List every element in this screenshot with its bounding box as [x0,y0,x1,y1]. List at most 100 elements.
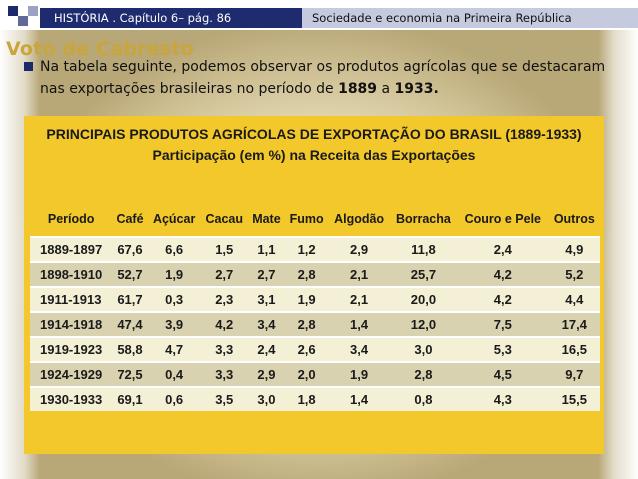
header-bar: HISTÓRIA . Capítulo 6– pág. 86 Sociedade… [0,0,638,30]
decor-square-icon [18,16,28,26]
value-cell: 3,3 [200,361,248,387]
value-cell: 5,3 [456,336,549,362]
table-row: 1889-1897 67,6 6,6 1,5 1,1 1,2 2,9 11,8 2,4 4,9 [30,236,600,262]
value-cell: 3,5 [200,386,248,411]
value-cell: 6,6 [147,236,201,262]
value-cell: 1,9 [147,261,201,287]
export-table: Período Café Açúcar Cacau Mate Fumo Algodão Bor… [30,202,600,411]
value-cell: 4,9 [548,236,600,262]
decor-square-icon [28,6,38,16]
value-cell: 61,7 [112,286,148,312]
value-cell: 3,0 [247,386,285,411]
table-row: 1914-1918 47,4 3,9 4,2 3,4 2,8 1,4 12,0 7,5 17,4 [30,311,600,337]
chapter-label: HISTÓRIA . Capítulo 6– pág. 86 [40,8,302,28]
value-cell: 11,8 [389,236,457,262]
value-cell: 47,4 [112,311,148,337]
value-cell: 69,1 [112,386,148,411]
background-fade-right [598,30,638,479]
value-cell: 2,1 [328,286,390,312]
value-cell: 0,3 [147,286,201,312]
value-cell: 67,6 [112,236,148,262]
value-cell: 16,5 [548,336,600,362]
column-header: Fumo [289,212,324,226]
column-header: Açúcar [152,212,196,226]
period-cell: 1898-1910 [30,261,113,287]
value-cell: 4,7 [147,336,201,362]
value-cell: 9,7 [548,361,600,387]
column-header: Café [116,212,144,226]
value-cell: 3,1 [247,286,285,312]
value-cell: 58,8 [112,336,148,362]
column-header: Algodão [334,212,385,226]
value-cell: 20,0 [389,286,457,312]
value-cell: 2,7 [200,261,248,287]
value-cell: 2,0 [284,361,329,387]
value-cell: 1,4 [328,311,390,337]
intro-paragraph: Na tabela seguinte, podemos observar os … [40,56,610,100]
table-row: 1924-1929 72,5 0,4 3,3 2,9 2,0 1,9 2,8 4,5 9,7 [30,361,600,387]
value-cell: 15,5 [548,386,600,411]
value-cell: 2,3 [200,286,248,312]
value-cell: 4,2 [200,311,248,337]
period-cell: 1889-1897 [30,236,113,262]
value-cell: 2,4 [247,336,285,362]
table-body: 1889-1897 67,6 6,6 1,5 1,1 1,2 2,9 11,8 2,4 4,9 18… [30,236,600,411]
column-header: Período [47,212,95,226]
value-cell: 2,6 [284,336,329,362]
value-cell: 4,2 [456,286,549,312]
value-cell: 2,9 [328,236,390,262]
paragraph-text: Na tabela seguinte, podemos observar os … [40,59,606,97]
value-cell: 2,1 [328,261,390,287]
value-cell: 4,4 [548,286,600,312]
value-cell: 4,3 [456,386,549,411]
slide-title: Voto de Cabresto [6,38,194,60]
period-cell: 1914-1918 [30,311,113,337]
value-cell: 2,8 [284,261,329,287]
value-cell: 4,5 [456,361,549,387]
value-cell: 0,6 [147,386,201,411]
table-title: PRINCIPAIS PRODUTOS AGRÍCOLAS DE EXPORTA… [46,126,582,142]
value-cell: 2,9 [247,361,285,387]
value-cell: 12,0 [389,311,457,337]
period-cell: 1924-1929 [30,361,113,387]
value-cell: 25,7 [389,261,457,287]
period-cell: 1919-1923 [30,336,113,362]
bullet-square-icon [24,62,33,71]
value-cell: 1,8 [284,386,329,411]
value-cell: 1,9 [284,286,329,312]
value-cell: 3,0 [389,336,457,362]
value-cell: 2,4 [456,236,549,262]
decor-square-icon [8,6,18,16]
value-cell: 1,4 [328,386,390,411]
value-cell: 0,8 [389,386,457,411]
value-cell: 3,4 [328,336,390,362]
value-cell: 2,8 [284,311,329,337]
column-header: Cacau [205,212,244,226]
value-cell: 1,9 [328,361,390,387]
table-row: 1919-1923 58,8 4,7 3,3 2,4 2,6 3,4 3,0 5,3 16,5 [30,336,600,362]
period-cell: 1911-1913 [30,286,113,312]
value-cell: 72,5 [112,361,148,387]
table-header-row: Período Café Açúcar Cacau Mate Fumo Algodão Bor… [30,202,600,237]
year-start: 1889 [338,81,378,97]
table-row: 1911-1913 61,7 0,3 2,3 3,1 1,9 2,1 20,0 4,2 4,4 [30,286,600,312]
section-label: Sociedade e economia na Primeira Repúbli… [302,8,638,28]
table-row: 1930-1933 69,1 0,6 3,5 3,0 1,8 1,4 0,8 4,3 15,5 [30,386,600,411]
value-cell: 4,2 [456,261,549,287]
value-cell: 2,8 [389,361,457,387]
column-header: Mate [252,212,281,226]
value-cell: 3,4 [247,311,285,337]
value-cell: 0,4 [147,361,201,387]
value-cell: 1,5 [200,236,248,262]
value-cell: 3,9 [147,311,201,337]
value-cell: 17,4 [548,311,600,337]
export-table-panel: PRINCIPAIS PRODUTOS AGRÍCOLAS DE EXPORTA… [24,116,604,454]
value-cell: 1,1 [247,236,285,262]
value-cell: 3,3 [200,336,248,362]
value-cell: 5,2 [548,261,600,287]
column-header: Couro e Pele [464,212,542,226]
column-header: Borracha [395,212,451,226]
table-row: 1898-1910 52,7 1,9 2,7 2,7 2,8 2,1 25,7 4,2 5,2 [30,261,600,287]
value-cell: 2,7 [247,261,285,287]
table-subtitle: Participação (em %) na Receita das Expor… [152,147,476,163]
